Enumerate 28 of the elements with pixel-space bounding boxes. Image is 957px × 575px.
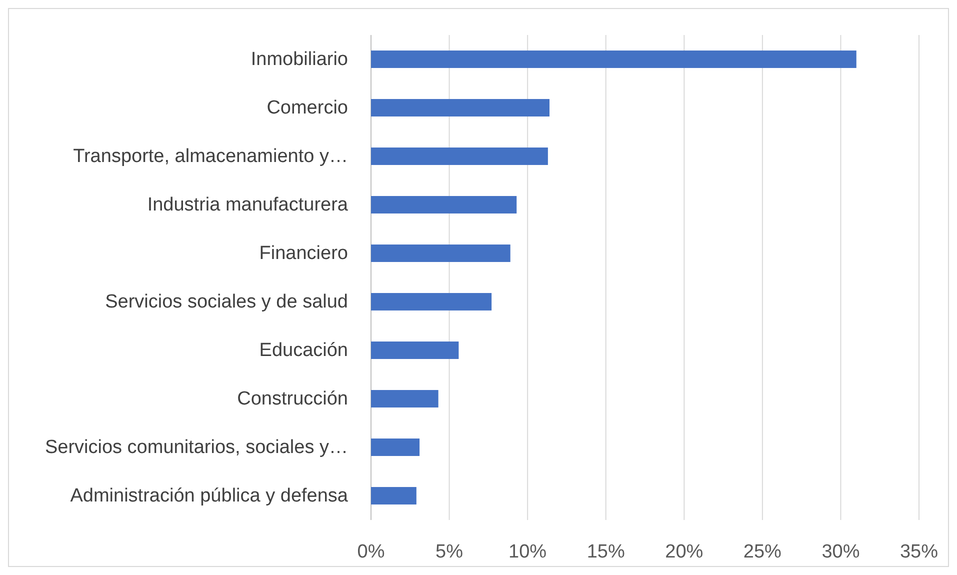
y-tick-label: Transporte, almacenamiento y…	[73, 146, 348, 167]
y-tick-label: Construcción	[237, 388, 348, 410]
bar	[371, 342, 459, 359]
bar	[371, 50, 856, 68]
bar	[371, 99, 550, 116]
y-tick-label: Comercio	[266, 97, 348, 118]
x-tick-label: 10%	[508, 542, 547, 562]
y-tick-label: Industria manufacturera	[147, 194, 348, 216]
y-tick-label: Inmobiliario	[250, 48, 348, 70]
y-tick-label: Administración pública y defensa	[70, 485, 348, 506]
bar	[371, 438, 420, 456]
bar	[371, 148, 548, 165]
bar	[371, 196, 517, 214]
bar	[371, 244, 510, 262]
y-tick-label: Servicios sociales y de salud	[105, 291, 348, 312]
x-tick-label: 35%	[900, 542, 938, 562]
x-tick-label: 15%	[586, 542, 625, 562]
bar	[371, 390, 438, 408]
x-tick-label: 25%	[743, 542, 782, 562]
bar	[371, 293, 492, 310]
y-tick-label: Financiero	[259, 242, 348, 264]
x-tick-label: 30%	[822, 542, 860, 562]
bar	[371, 487, 416, 504]
y-tick-label: Educación	[259, 340, 348, 361]
x-tick-label: 0%	[357, 542, 385, 562]
y-tick-label: Servicios comunitarios, sociales y…	[44, 436, 348, 458]
x-tick-label: 5%	[436, 542, 464, 562]
x-tick-label: 20%	[665, 542, 704, 562]
